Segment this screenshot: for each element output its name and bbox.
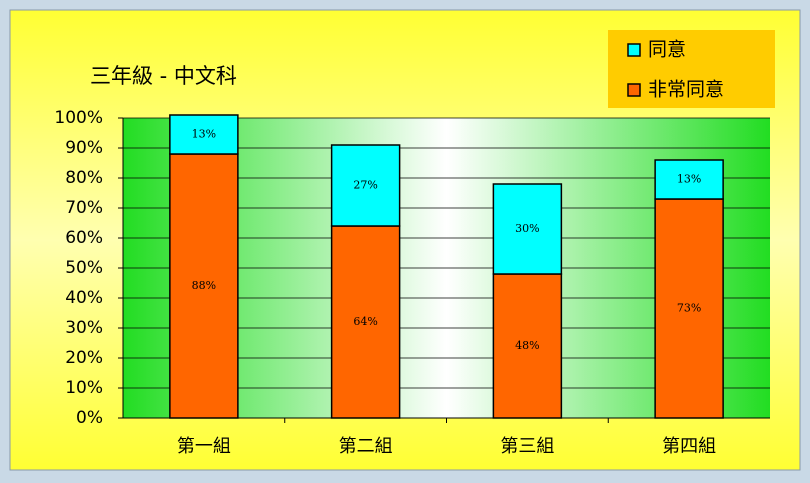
data-label: 64% [353,315,377,328]
data-label: 13% [677,173,701,186]
bar-segment [169,114,239,155]
y-tick-label: 70% [65,198,103,218]
bar-segment [492,273,563,419]
y-tick-label: 60% [65,228,103,248]
legend-label: 非常同意 [648,79,724,101]
y-tick-label: 20% [65,348,103,368]
x-tick-label: 第四組 [662,436,716,457]
legend-swatch [627,83,641,97]
y-tick-label: 80% [65,168,103,188]
bar-segment [169,153,239,419]
y-tick-label: 40% [65,288,103,308]
chart-title: 三年級 - 中文科 [90,64,237,88]
y-tick-label: 50% [65,258,103,278]
data-label: 73% [677,302,701,315]
legend-swatch [627,43,641,57]
bar-segment [654,159,724,200]
y-tick-label: 100% [54,108,103,128]
bar-segment [330,144,401,227]
y-tick-label: 30% [65,318,103,338]
data-label: 88% [192,279,216,292]
x-tick-label: 第一組 [177,436,231,457]
bar-segment [654,198,724,419]
data-label: 27% [353,179,377,192]
y-tick-label: 90% [65,138,103,158]
bar-segment [492,183,563,275]
x-tick-label: 第二組 [339,436,393,457]
y-tick-label: 10% [65,378,103,398]
data-label: 48% [515,339,539,352]
x-tick-label: 第三組 [500,436,554,457]
data-label: 13% [192,128,216,141]
y-tick-label: 0% [76,408,103,428]
legend-label: 同意 [648,39,686,61]
data-label: 30% [515,222,539,235]
